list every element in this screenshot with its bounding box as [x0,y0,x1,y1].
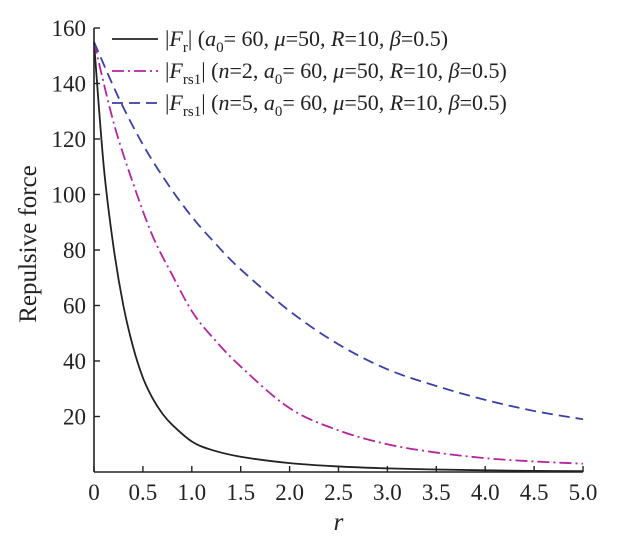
legend-entry-frs1-n2: |Frs1| (n=2, a0= 60, μ=50, R=10, β=0.5) [112,58,507,88]
series-frs1-n2-line [93,41,584,465]
y-axis-title: Repulsive force [15,165,42,323]
y-tick-label: 160 [52,16,87,41]
y-tick-label: 40 [63,349,86,374]
x-tick-label: 0 [88,480,100,505]
x-tick-label: 1.5 [226,480,255,505]
tick-marks [93,27,584,472]
x-tick-label: 5.0 [569,480,598,505]
legend-label: |Frs1| (n=2, a0= 60, μ=50, R=10, β=0.5) [165,58,507,88]
legend-entry-fr: |Fr| (a0= 60, μ=50, R=10, β=0.5) [112,26,448,56]
x-axis-title: r [334,509,344,536]
x-tick-label: 1.0 [177,480,206,505]
legend-label: |Fr| (a0= 60, μ=50, R=10, β=0.5) [165,26,448,56]
x-tick-label: 2.5 [324,480,353,505]
y-tick-label: 20 [63,405,86,430]
y-tick-label: 80 [63,238,86,263]
x-tick-label: 3.5 [422,480,451,505]
legend: |Fr| (a0= 60, μ=50, R=10, β=0.5)|Frs1| (… [112,26,507,120]
x-tick-labels: 0 0.5 1.0 1.5 2.0 2.5 3.0 3.5 4.0 4.5 5.0 [88,480,597,505]
legend-entry-frs1-n5: |Frs1| (n=5, a0= 60, μ=50, R=10, β=0.5) [112,90,507,120]
y-tick-label: 120 [52,127,87,152]
series-frs1-n5-line [93,41,584,421]
y-tick-label: 140 [52,72,87,97]
legend-label: |Frs1| (n=5, a0= 60, μ=50, R=10, β=0.5) [165,90,507,120]
x-tick-label: 4.0 [471,480,500,505]
y-tick-label: 60 [63,294,86,319]
y-tick-label: 100 [52,183,87,208]
y-tick-labels: 20 40 60 80 100 120 140 160 [52,16,87,430]
x-tick-label: 0.5 [129,480,158,505]
x-tick-label: 4.5 [520,480,549,505]
x-tick-label: 2.0 [275,480,304,505]
x-tick-label: 3.0 [373,480,402,505]
